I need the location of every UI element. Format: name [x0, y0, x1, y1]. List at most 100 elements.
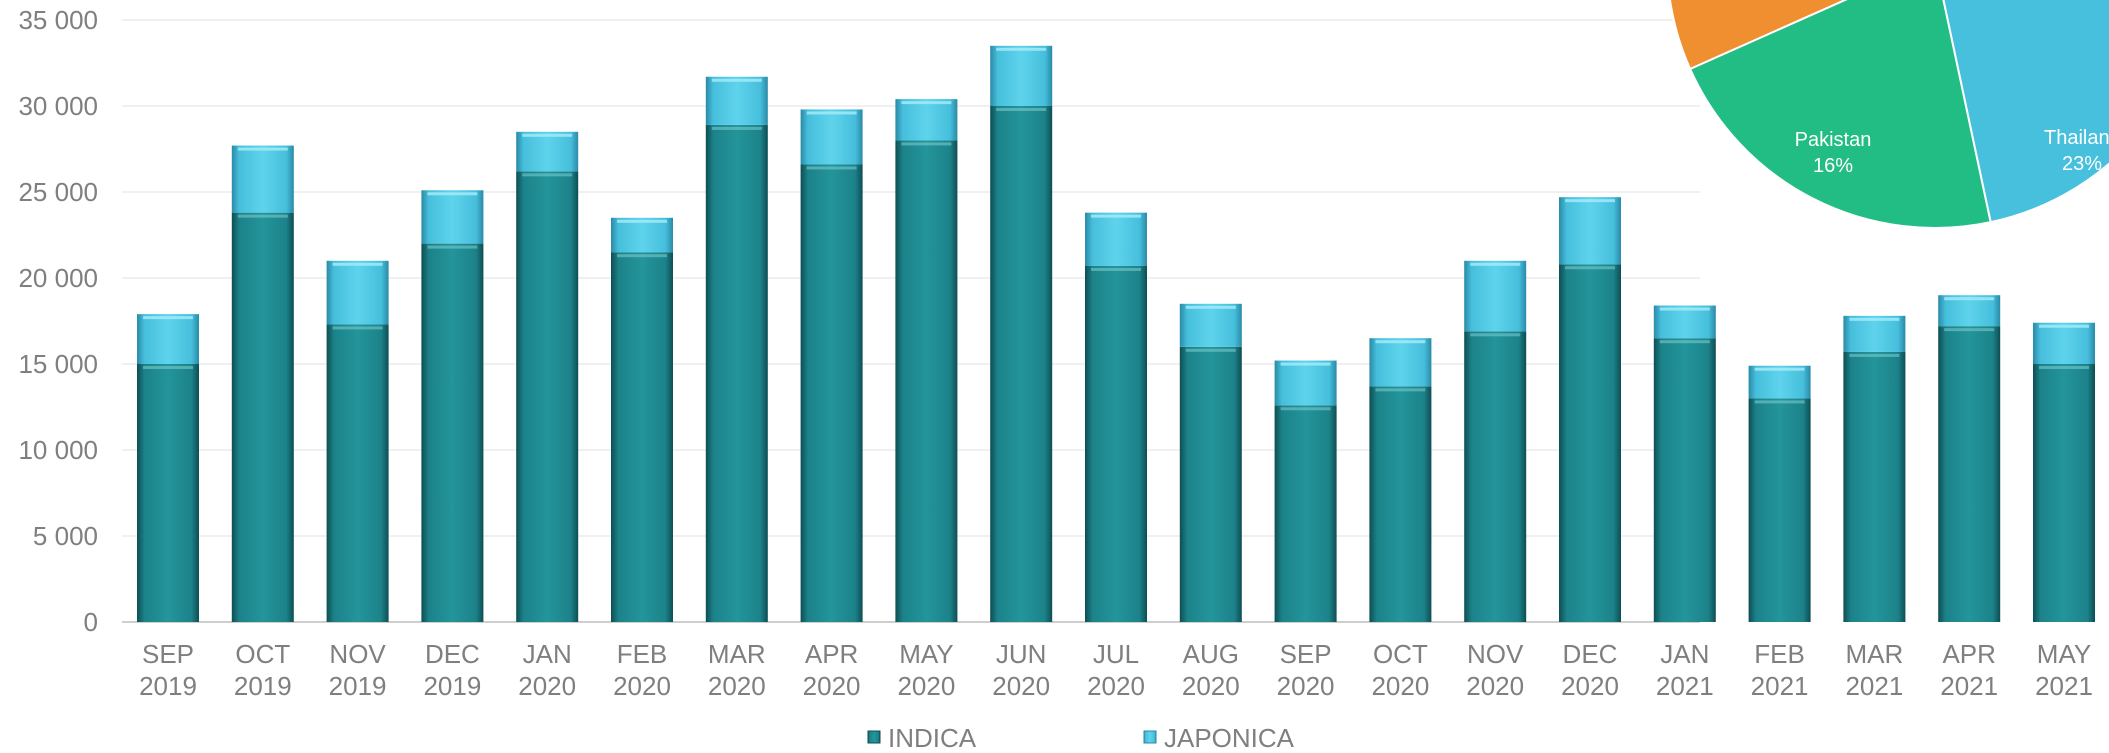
- bar-indica-bevel: [1565, 266, 1615, 270]
- bar-japonica: [1843, 315, 1906, 352]
- x-tick-label-month: JAN: [523, 639, 572, 669]
- bar-japonica-bevel: [1849, 317, 1900, 321]
- bar-indica-bevel: [1944, 328, 1995, 332]
- bar-japonica-bevel: [806, 111, 857, 115]
- x-tick-label-year: 2020: [1561, 671, 1619, 701]
- x-tick-label-year: 2020: [708, 671, 766, 701]
- bar-japonica-bevel: [332, 262, 383, 266]
- bar-indica-bevel: [617, 254, 667, 258]
- bar-indica: [1274, 405, 1337, 622]
- bar-indica: [1085, 265, 1147, 622]
- bar-japonica-bevel: [1754, 367, 1805, 371]
- bar-japonica-bevel: [2039, 324, 2089, 328]
- y-tick-label: 35 000: [18, 5, 98, 35]
- bar-indica: [2033, 364, 2095, 622]
- bar-indica: [895, 140, 958, 622]
- pie-label-thailand: Thailan: [2044, 127, 2109, 149]
- bar-japonica: [1938, 295, 2001, 327]
- y-tick-label: 15 000: [18, 349, 98, 379]
- x-tick-label-year: 2020: [613, 671, 671, 701]
- bar-japonica: [705, 76, 768, 125]
- x-tick-label-month: SEP: [142, 639, 194, 669]
- bar-indica: [231, 212, 294, 622]
- bar-japonica-bevel: [143, 316, 193, 320]
- bar-japonica-bevel: [901, 101, 952, 105]
- bar-indica-bevel: [237, 214, 288, 218]
- bar-japonica-bevel: [1091, 214, 1141, 218]
- bar-japonica-bevel: [1565, 199, 1615, 203]
- bar-japonica: [1653, 305, 1716, 339]
- legend-swatch-japonica: [1143, 730, 1157, 744]
- bars: [137, 45, 2095, 623]
- bar-indica-bevel: [901, 142, 952, 146]
- x-tick-label-month: MAR: [1846, 639, 1904, 669]
- x-tick-label-month: FEB: [1754, 639, 1805, 669]
- bar-japonica-bevel: [1470, 262, 1521, 266]
- bar-indica-bevel: [1280, 407, 1331, 411]
- bar-indica-bevel: [1849, 353, 1900, 357]
- bar-japonica-bevel: [996, 47, 1047, 51]
- bar-indica: [326, 324, 389, 622]
- bar-japonica-bevel: [711, 78, 762, 82]
- x-tick-label-year: 2020: [992, 671, 1050, 701]
- x-tick-label-month: AUG: [1183, 639, 1239, 669]
- y-tick-label: 0: [84, 607, 98, 637]
- bar-indica: [611, 252, 673, 622]
- x-tick-label-year: 2020: [1087, 671, 1145, 701]
- bar-indica-bevel: [1091, 267, 1141, 271]
- x-tick-label-month: NOV: [329, 639, 386, 669]
- x-tick-label-month: OCT: [235, 639, 290, 669]
- bar-indica-bevel: [2039, 366, 2089, 369]
- y-tick-label: 25 000: [18, 177, 98, 207]
- bar-japonica: [1085, 212, 1147, 266]
- bar-indica-bevel: [1754, 400, 1805, 404]
- bar-indica: [1748, 398, 1811, 622]
- bar-japonica: [990, 45, 1053, 106]
- pie-slice: [1942, 0, 2109, 224]
- legend: INDICA JAPONICA: [867, 723, 1295, 753]
- bar-japonica-bevel: [522, 133, 573, 137]
- x-tick-label-year: 2020: [897, 671, 955, 701]
- legend-label-indica: INDICA: [888, 723, 977, 753]
- bar-japonica: [1179, 303, 1242, 347]
- x-tick-label-month: JUL: [1093, 639, 1139, 669]
- x-tick-label-month: OCT: [1373, 639, 1428, 669]
- pie-label-pakistan: Pakistan: [1795, 129, 1872, 151]
- bar-japonica: [1369, 338, 1432, 387]
- legend-label-japonica: JAPONICA: [1164, 723, 1295, 753]
- bar-japonica: [1464, 260, 1527, 332]
- x-tick-label-year: 2021: [1656, 671, 1714, 701]
- x-tick-label-year: 2019: [234, 671, 292, 701]
- x-tick-label-year: 2021: [1845, 671, 1903, 701]
- bar-japonica: [421, 190, 484, 244]
- x-tick-label-month: FEB: [617, 639, 668, 669]
- x-tick-label-year: 2021: [1751, 671, 1809, 701]
- bar-japonica-bevel: [1375, 340, 1426, 344]
- x-tick-label-month: JUN: [996, 639, 1047, 669]
- bar-indica-bevel: [522, 173, 573, 177]
- x-axis-ticks: SEP2019OCT2019NOV2019DEC2019JAN2020FEB20…: [139, 639, 2093, 701]
- bar-indica: [705, 124, 768, 623]
- x-tick-label-year: 2020: [803, 671, 861, 701]
- bar-japonica: [1559, 197, 1621, 265]
- x-tick-label-month: MAY: [899, 639, 953, 669]
- bar-indica: [1938, 326, 2001, 622]
- y-tick-label: 30 000: [18, 91, 98, 121]
- x-tick-label-month: JAN: [1660, 639, 1709, 669]
- x-tick-label-month: DEC: [425, 639, 480, 669]
- x-tick-label-year: 2020: [518, 671, 576, 701]
- bar-japonica: [326, 260, 389, 325]
- bar-indica: [800, 164, 863, 623]
- bar-indica-bevel: [996, 108, 1047, 111]
- bar-indica: [1559, 264, 1621, 622]
- x-tick-label-month: SEP: [1280, 639, 1332, 669]
- bar-indica: [990, 106, 1053, 622]
- y-tick-label: 10 000: [18, 435, 98, 465]
- bar-indica-bevel: [1375, 388, 1426, 392]
- legend-swatch-indica: [867, 730, 881, 744]
- bar-indica-bevel: [1659, 340, 1710, 344]
- bar-indica-bevel: [806, 166, 857, 170]
- x-tick-label-year: 2019: [139, 671, 197, 701]
- bar-japonica: [611, 217, 673, 253]
